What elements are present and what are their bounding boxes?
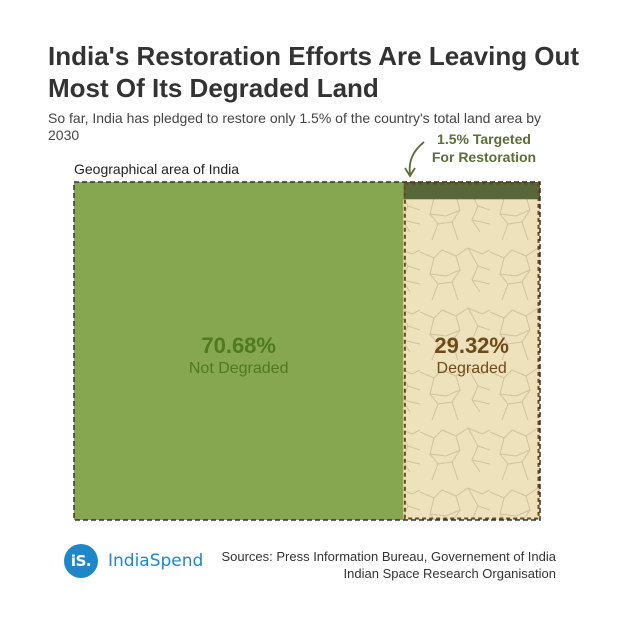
india-area-border bbox=[73, 181, 541, 521]
degraded-crack-texture bbox=[403, 182, 540, 520]
annotation-arrow bbox=[408, 141, 425, 175]
chart-subtitle: So far, India has pledged to restore onl… bbox=[48, 110, 541, 143]
logo-text: IndiaSpend bbox=[108, 551, 204, 571]
logo-mark-icon: iS. bbox=[64, 544, 98, 578]
not-degraded-value-label: 70.68% bbox=[201, 333, 276, 358]
degraded-name-label: Degraded bbox=[437, 360, 507, 377]
annotation-label-line1: 1.5% Targeted bbox=[437, 131, 531, 147]
indiaspend-logo: iS. IndiaSpend bbox=[64, 544, 203, 578]
annotation-label-line2: For Restoration bbox=[432, 149, 536, 165]
annotation-group: 1.5% Targeted For Restoration bbox=[404, 131, 536, 178]
sources-line-2: Indian Space Research Organisation bbox=[343, 566, 556, 581]
chart-title: India's Restoration Efforts Are Leaving … bbox=[48, 41, 580, 103]
degraded-value-label: 29.32% bbox=[434, 333, 509, 358]
not-degraded-area bbox=[74, 182, 404, 520]
degraded-border bbox=[403, 182, 540, 520]
targeted-restoration-area bbox=[403, 182, 540, 200]
annotation-arrowhead bbox=[404, 167, 416, 178]
not-degraded-name-label: Not Degraded bbox=[189, 360, 289, 377]
sources-note: Sources: Press Information Bureau, Gover… bbox=[221, 548, 556, 582]
container-label: Geographical area of India bbox=[74, 161, 239, 177]
sources-line-1: Sources: Press Information Bureau, Gover… bbox=[221, 549, 556, 564]
